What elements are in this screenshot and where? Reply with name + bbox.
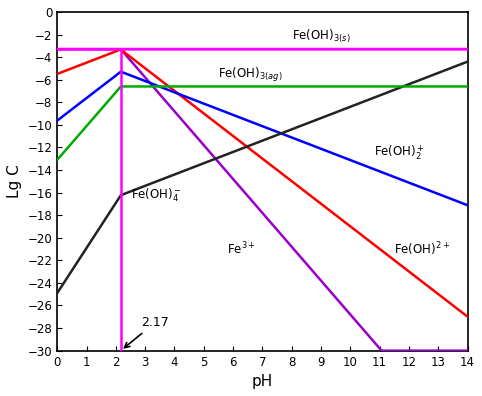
Text: Fe$^{3+}$: Fe$^{3+}$ <box>227 241 256 258</box>
Text: Fe(OH)$^{2+}$: Fe(OH)$^{2+}$ <box>394 241 451 258</box>
Text: Fe(OH)$_2^+$: Fe(OH)$_2^+$ <box>374 144 425 162</box>
Text: Fe(OH)$_{3(s)}$: Fe(OH)$_{3(s)}$ <box>292 28 350 45</box>
X-axis label: pH: pH <box>252 374 273 389</box>
Text: 2.17: 2.17 <box>124 316 169 348</box>
Y-axis label: Lg C: Lg C <box>7 164 22 198</box>
Text: Fe(OH)$_{3(ag)}$: Fe(OH)$_{3(ag)}$ <box>218 65 283 84</box>
Text: Fe(OH)$_4^-$: Fe(OH)$_4^-$ <box>131 186 182 204</box>
